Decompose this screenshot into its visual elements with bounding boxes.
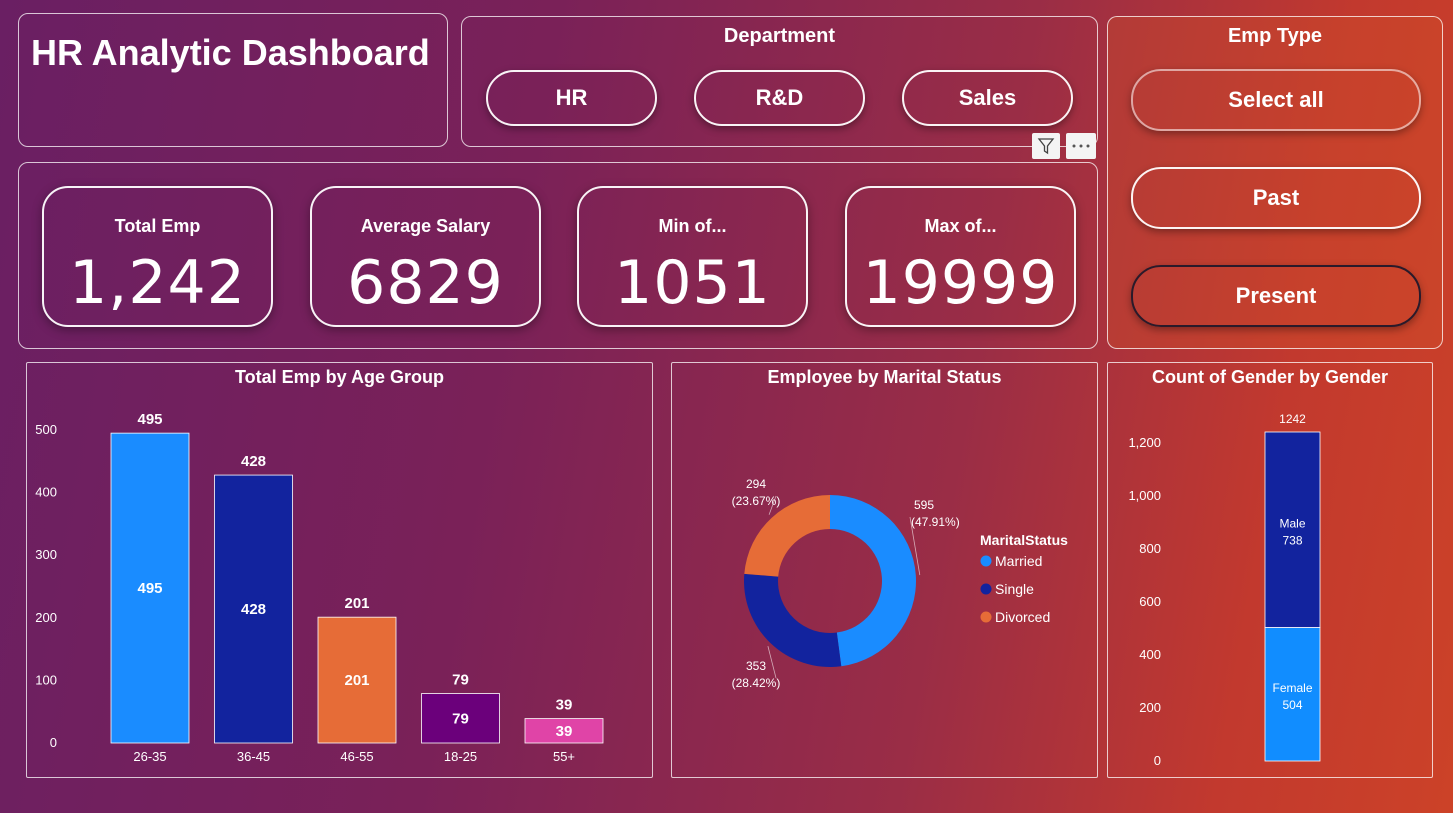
bar-value-label: 39	[556, 697, 573, 714]
leader-line	[767, 646, 777, 679]
bar-value-label: 428	[241, 453, 266, 470]
y-tick-label: 300	[35, 547, 57, 562]
kpi-value: 1051	[614, 248, 771, 318]
gender-chart: 0 200 400 600 800 1,000 1,200 Female 504 Male 738 1…	[1128, 412, 1321, 768]
bar-inside-label: 495	[137, 580, 162, 597]
bar-value-label: 201	[344, 595, 369, 612]
emp-type-slicer-title: Emp Type	[1227, 25, 1323, 47]
kpi-value: 19999	[862, 248, 1059, 318]
y-tick-label: 1,000	[1128, 488, 1161, 503]
kpi-label: Max of...	[924, 216, 997, 236]
department-option-hr[interactable]: HR	[486, 70, 657, 126]
bar-inside-label: 428	[241, 601, 266, 618]
kpi-card-average-salary: Average Salary 6829	[310, 186, 541, 327]
x-tick-label: 36-45	[237, 749, 270, 764]
department-slicer-title: Department	[723, 25, 836, 47]
segment-value-label: 504	[1282, 698, 1302, 712]
bar-inside-label: 39	[556, 723, 573, 740]
slice-value-label: 353	[746, 659, 766, 673]
kpi-card-max: Max of... 19999	[845, 186, 1076, 327]
kpi-panel: Total Emp 1,242 Average Salary 6829 Min …	[18, 162, 1098, 349]
emp-type-option-present[interactable]: Present	[1131, 265, 1421, 327]
chart-title: Employee by Marital Status	[767, 367, 1002, 387]
donut-slice	[744, 495, 830, 577]
kpi-card-total-emp: Total Emp 1,242	[42, 186, 273, 327]
legend-marker	[980, 611, 992, 623]
slice-percent-label: (28.42%)	[732, 676, 781, 690]
bar	[317, 616, 397, 744]
y-tick-label: 0	[50, 735, 57, 750]
legend-item: Married	[995, 553, 1042, 569]
legend-title: MaritalStatus	[980, 532, 1068, 548]
department-option-sales[interactable]: Sales	[902, 70, 1073, 126]
segment-name-label: Female	[1272, 681, 1312, 695]
bar	[110, 432, 190, 744]
bar	[524, 718, 604, 744]
segment-name-label: Male	[1279, 517, 1305, 531]
bar	[214, 474, 293, 744]
kpi-label: Average Salary	[360, 216, 491, 236]
stacked-bar-segment	[1264, 431, 1321, 628]
y-tick-label: 400	[1139, 647, 1161, 662]
chart-title: Total Emp by Age Group	[234, 367, 444, 387]
y-tick-label: 1,200	[1128, 435, 1161, 450]
kpi-value: 6829	[347, 248, 504, 318]
legend-marker	[980, 583, 992, 595]
kpi-value: 1,242	[69, 248, 246, 318]
gender-chart-panel: Count of Gender by Gender 0 200 400 600 800 1…	[1107, 362, 1433, 778]
legend-item: Divorced	[995, 609, 1050, 625]
legend-marker	[980, 555, 992, 567]
marital-status-chart: 595 (47.91%) 353 (28.42%) 294 (23.67%) Marital…	[732, 477, 1068, 690]
leader-line	[909, 516, 921, 576]
y-tick-label: 600	[1139, 594, 1161, 609]
donut-slice	[744, 573, 842, 667]
kpi-card-min: Min of... 1051	[577, 186, 808, 327]
leader-line	[768, 495, 777, 515]
emp-type-option-past[interactable]: Past	[1131, 167, 1421, 229]
filter-icon[interactable]	[1032, 133, 1060, 159]
title-panel: HR Analytic Dashboard	[18, 13, 448, 147]
bar	[421, 693, 500, 744]
emp-type-option-select-all[interactable]: Select all	[1131, 69, 1421, 131]
slice-value-label: 595	[914, 498, 934, 512]
department-slicer: Department HR R&D Sales	[461, 16, 1098, 147]
donut-slice	[830, 495, 916, 667]
page-title: HR Analytic Dashboard	[31, 32, 430, 73]
y-tick-label: 100	[35, 672, 57, 687]
y-tick-label: 0	[1154, 753, 1161, 768]
age-group-chart-panel: Total Emp by Age Group 0 100 200 300 400 500 4…	[26, 362, 653, 778]
bar-inside-label: 79	[452, 710, 469, 727]
emp-type-slicer: Emp Type Select all Past Present	[1107, 16, 1443, 349]
y-tick-label: 200	[1139, 700, 1161, 715]
kpi-label: Total Emp	[114, 216, 201, 236]
legend-item: Single	[995, 581, 1034, 597]
bar-value-label: 495	[137, 411, 162, 428]
slice-value-label: 294	[746, 477, 766, 491]
marital-status-chart-panel: Employee by Marital Status 595 (47.91%) 35…	[671, 362, 1098, 778]
y-tick-label: 400	[35, 485, 57, 500]
y-tick-label: 800	[1139, 541, 1161, 556]
x-tick-label: 26-35	[133, 749, 166, 764]
kpi-label: Min of...	[658, 216, 727, 236]
x-tick-label: 55+	[553, 749, 575, 764]
segment-value-label: 738	[1282, 534, 1302, 548]
x-tick-label: 18-25	[444, 749, 477, 764]
department-option-rd[interactable]: R&D	[694, 70, 865, 126]
slice-percent-label: (47.91%)	[911, 515, 960, 529]
age-group-chart: 0 100 200 300 400 500 495 495 26-35 428 428 36-45 20…	[35, 411, 604, 764]
y-tick-label: 200	[35, 610, 57, 625]
chart-title: Count of Gender by Gender	[1151, 367, 1388, 387]
more-options-icon[interactable]	[1066, 133, 1096, 159]
y-tick-label: 500	[35, 422, 57, 437]
x-tick-label: 46-55	[340, 749, 373, 764]
total-label: 1242	[1279, 412, 1306, 426]
bar-value-label: 79	[452, 672, 469, 689]
bar-inside-label: 201	[344, 672, 369, 689]
slice-percent-label: (23.67%)	[732, 494, 781, 508]
